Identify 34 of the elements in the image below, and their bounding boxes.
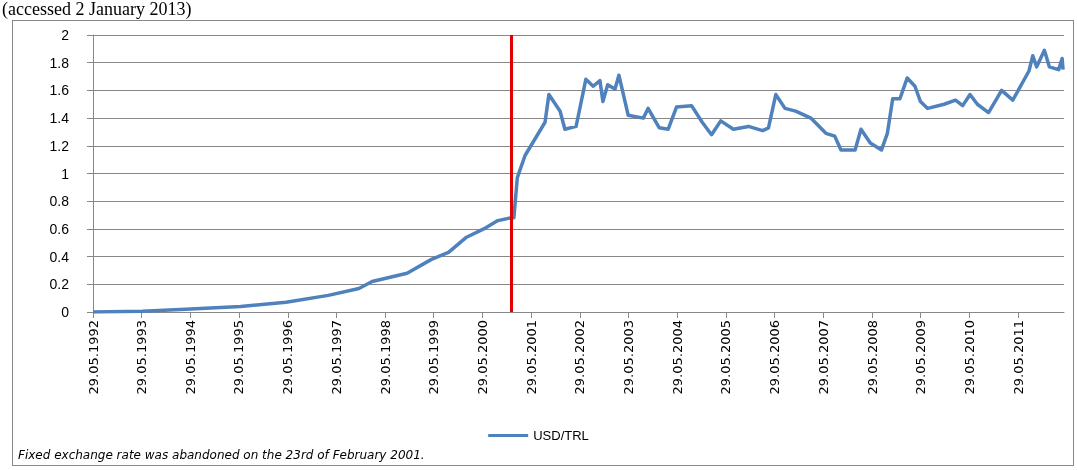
y-tick-label: 1.6 [49, 82, 70, 99]
x-tick-label: 29.05.1995 [231, 320, 247, 395]
x-tick-label: 29.05.2005 [718, 320, 734, 395]
y-tick-label: 1.8 [49, 54, 70, 71]
x-tick-label: 29.05.2001 [523, 320, 539, 395]
x-tick-label: 29.05.2000 [475, 320, 491, 395]
y-tick-label: 1.4 [49, 110, 70, 127]
x-tick-label: 29.05.1992 [85, 320, 101, 395]
x-tick-label: 29.05.1993 [134, 320, 150, 395]
y-tick-label: 2 [61, 27, 70, 43]
y-tick-label: 0.6 [49, 220, 70, 237]
x-tick-label: 29.05.2007 [815, 320, 831, 395]
x-tick-label: 29.05.1999 [426, 320, 442, 395]
x-tick-label: 29.05.2006 [767, 320, 783, 395]
x-tick-label: 29.05.1994 [182, 320, 198, 395]
x-tick-label: 29.05.1996 [280, 320, 296, 395]
x-tick-label: 29.05.2010 [961, 320, 977, 395]
x-tick-label: 29.05.2002 [572, 320, 588, 395]
x-tick-label: 29.05.2004 [669, 320, 685, 395]
text: (accessed 2 January 2013) [2, 0, 192, 20]
text: Fixed exchange rate was abandoned on the 23rd of February 2001. [18, 448, 425, 462]
legend-label: USD/TRL [533, 428, 589, 443]
y-tick-label: 1 [61, 165, 70, 182]
x-tick-label: 29.05.2003 [620, 320, 636, 395]
y-tick-label: 0.2 [49, 276, 70, 293]
y-tick-label: 0.4 [49, 248, 70, 265]
y-tick-label: 0 [61, 304, 70, 320]
x-tick-label: 29.05.2008 [864, 320, 880, 395]
x-tick-label: 29.05.2011 [1010, 320, 1026, 395]
y-tick-label: 0.8 [49, 193, 70, 210]
x-tick-label: 29.05.1997 [328, 320, 344, 395]
x-tick-label: 29.05.1998 [377, 320, 393, 395]
y-tick-label: 1.2 [49, 137, 70, 154]
x-tick-label: 29.05.2009 [913, 320, 929, 395]
